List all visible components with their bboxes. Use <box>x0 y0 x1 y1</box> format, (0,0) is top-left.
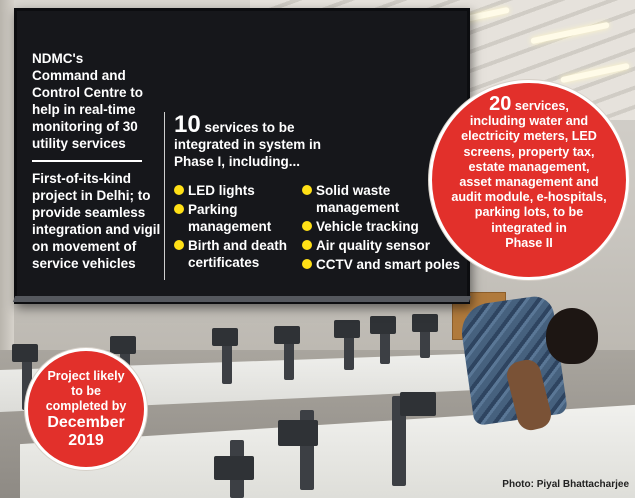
monitor-mount <box>284 330 294 380</box>
monitor-mount-head <box>278 420 318 446</box>
phase2-line: estate management, <box>468 159 590 174</box>
monitor-mount <box>22 350 32 410</box>
bullet-icon <box>174 185 184 195</box>
monitor-mount-head <box>110 336 136 354</box>
bullet-icon <box>302 185 312 195</box>
phase1-list-left: LED lights Parking management Birth and … <box>174 182 298 273</box>
monitor-mount-head <box>334 320 360 338</box>
subtext: First-of-its-kind project in Delhi; to p… <box>32 170 182 272</box>
headline-line: help in real-time <box>32 102 136 117</box>
photo-credit: Photo: Piyal Bhattacharjee <box>502 479 629 490</box>
completion-line: to be <box>71 384 101 398</box>
completion-callout: Project likely to be completed by Decemb… <box>25 348 147 470</box>
monitor-mount <box>420 318 430 358</box>
completion-line: completed by <box>45 399 127 413</box>
divider <box>32 160 142 162</box>
phase2-line: integrated in <box>491 220 567 235</box>
video-wall-bevel <box>12 296 472 302</box>
list-item: Solid waste management <box>302 182 464 216</box>
phase2-line: asset management and <box>459 175 599 190</box>
bullet-icon <box>302 221 312 231</box>
headline-line: Command and <box>32 68 126 83</box>
monitor-mount-head <box>412 314 438 332</box>
worker-head <box>546 308 598 364</box>
phase2-count: 20 <box>489 93 512 115</box>
phase2-callout: 20 services, including water and electri… <box>429 80 629 280</box>
credit-label: Photo: <box>502 479 534 490</box>
monitor-mount-head <box>274 326 300 344</box>
phase1-list-right: Solid waste management Vehicle tracking … <box>302 182 464 275</box>
list-item: Birth and death certificates <box>174 237 298 271</box>
list-item: Vehicle tracking <box>302 218 464 235</box>
monitor-mount <box>222 332 232 384</box>
headline-line: NDMC's <box>32 51 84 66</box>
subtext-line: service vehicles <box>32 256 136 271</box>
bullet-icon <box>302 240 312 250</box>
phase2-text: services, <box>514 99 569 113</box>
phase1-heading-text: services to be <box>204 120 295 135</box>
phase1-heading: 10 services to be integrated in system i… <box>174 113 344 170</box>
phase2-line: audit module, e-hospitals, <box>451 190 607 205</box>
bullet-icon <box>302 259 312 269</box>
column-divider <box>164 112 165 280</box>
subtext-line: First-of-its-kind <box>32 171 131 186</box>
phase2-line: electricity meters, LED <box>461 129 597 144</box>
monitor-mount-head <box>12 344 38 362</box>
headline-line: utility services <box>32 136 126 151</box>
phase2-line: parking lots, to be <box>474 205 584 220</box>
completion-line: Project likely <box>47 369 125 383</box>
monitor-mount-head <box>212 328 238 346</box>
phase2-line: including water and <box>469 114 589 129</box>
subtext-line: on movement of <box>32 239 137 254</box>
worker-shirt <box>458 294 568 426</box>
completion-month: December <box>47 414 125 431</box>
subtext-line: provide seamless <box>32 205 146 220</box>
phase1-heading-line: Phase I, including... <box>174 154 301 169</box>
list-item: Air quality sensor <box>302 237 464 254</box>
bullet-icon <box>174 240 184 250</box>
phase2-line: Phase II <box>505 235 553 250</box>
completion-year: 2019 <box>68 432 104 449</box>
headline-line: Control Centre to <box>32 85 143 100</box>
list-item: CCTV and smart poles <box>302 256 464 273</box>
monitor-mount <box>344 324 354 370</box>
credit-name: Piyal Bhattacharjee <box>536 479 629 490</box>
phase1-heading-line: integrated in system in <box>174 137 322 152</box>
subtext-line: integration and vigil <box>32 222 161 237</box>
subtext-line: project in Delhi; to <box>32 188 151 203</box>
bullet-icon <box>174 204 184 214</box>
phase1-count: 10 <box>174 111 201 138</box>
list-item: LED lights <box>174 182 298 199</box>
phase2-line: screens, property tax, <box>463 144 595 159</box>
monitor-mount-head <box>214 456 254 480</box>
headline: NDMC's Command and Control Centre to hel… <box>32 50 182 152</box>
list-item: Parking management <box>174 201 298 235</box>
monitor-mount <box>392 396 406 486</box>
monitor-mount <box>380 320 390 364</box>
headline-line: monitoring of 30 <box>32 119 138 134</box>
monitor-mount-head <box>370 316 396 334</box>
monitor-mount-head <box>400 392 436 416</box>
